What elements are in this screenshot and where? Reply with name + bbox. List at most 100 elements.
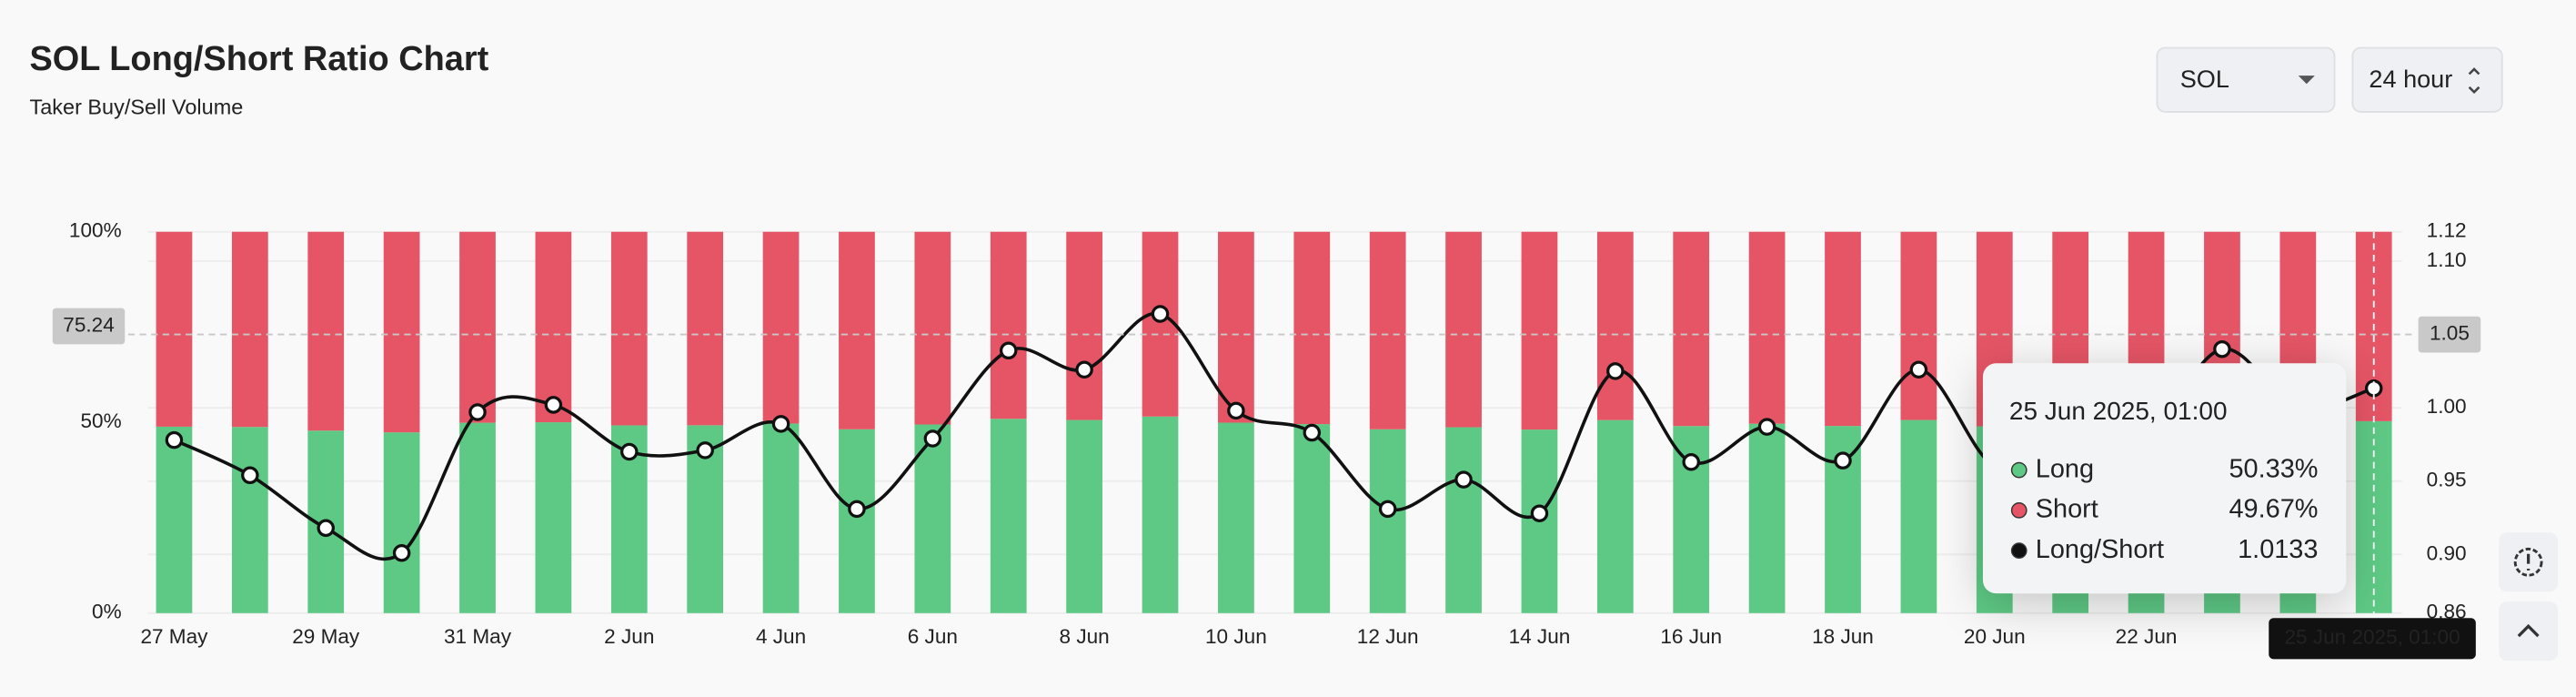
bar-segment bbox=[1142, 231, 1179, 417]
ratio-point bbox=[317, 519, 335, 538]
crosshair-y2-label: 1.05 bbox=[2430, 322, 2470, 345]
tooltip-value: 1.0133 bbox=[2238, 535, 2318, 564]
select-box[interactable] bbox=[2351, 46, 2503, 113]
select-arrow bbox=[2468, 67, 2480, 95]
bar-segment bbox=[1748, 231, 1786, 424]
ratio-point bbox=[544, 396, 563, 414]
ratio-point bbox=[1909, 360, 1928, 379]
x-tick-label: 2 Jun bbox=[604, 625, 654, 648]
ratio-point bbox=[165, 430, 184, 450]
bar-segment bbox=[839, 231, 875, 429]
bar-segment bbox=[231, 427, 268, 613]
y-tick-label: 0% bbox=[92, 601, 122, 623]
bar-segment bbox=[1218, 422, 1254, 613]
select-arrow bbox=[2298, 76, 2315, 85]
ratio-point bbox=[1151, 305, 1170, 323]
tooltip-box bbox=[1982, 363, 2347, 594]
bar-segment bbox=[307, 231, 345, 431]
bar-segment bbox=[1445, 231, 1482, 428]
ratio-point bbox=[1303, 423, 1322, 442]
x-tick-label: 16 Jun bbox=[1660, 625, 1722, 648]
ratio-point bbox=[1682, 453, 1700, 471]
select-text[interactable]: SOL bbox=[2180, 65, 2229, 93]
ratio-point bbox=[1530, 504, 1549, 522]
bar-segment bbox=[1748, 423, 1786, 613]
ratio-point bbox=[999, 341, 1018, 360]
bar-segment bbox=[1218, 231, 1254, 423]
bar-segment bbox=[1293, 424, 1331, 613]
y-tick-label: 100% bbox=[69, 219, 122, 242]
ratio-point bbox=[620, 442, 639, 461]
bar-segment bbox=[383, 231, 420, 433]
bar-segment bbox=[1900, 231, 1937, 420]
ratio-point bbox=[1378, 500, 1397, 519]
symbol-select[interactable]: SOL bbox=[2156, 46, 2336, 113]
bar-segment bbox=[990, 419, 1027, 613]
tooltip-name: Long bbox=[2036, 454, 2094, 483]
y2-tick-label: 0.90 bbox=[2427, 541, 2467, 564]
x-tick-label: 31 May bbox=[444, 625, 512, 648]
icon bbox=[2513, 547, 2543, 577]
button[interactable] bbox=[2499, 601, 2559, 662]
ratio-point bbox=[2213, 339, 2231, 359]
bar-segment bbox=[1521, 231, 1558, 430]
bar-segment bbox=[1596, 231, 1634, 420]
ratio-point bbox=[1834, 451, 1852, 470]
bar-segment bbox=[156, 426, 193, 613]
ratio-point bbox=[241, 466, 259, 485]
bar-segment bbox=[1445, 427, 1482, 613]
scroll-top-button[interactable] bbox=[2499, 601, 2559, 662]
crosshair-label-box bbox=[2418, 316, 2481, 353]
plot-area: 0.860.900.951.001.101.120%50%100%27 May 2… bbox=[52, 219, 2481, 660]
ratio-point bbox=[1606, 362, 1625, 380]
x-tick-label: 27 May bbox=[140, 625, 208, 648]
x-tick-label: 8 Jun bbox=[1060, 625, 1110, 648]
chart-subtitle: Taker Buy/Sell Volume bbox=[30, 96, 244, 119]
select-text[interactable]: 24 hour bbox=[2369, 65, 2452, 93]
bar-segment bbox=[762, 423, 800, 613]
bar-segment bbox=[459, 422, 496, 613]
y2-tick-label: 1.10 bbox=[2427, 248, 2467, 271]
ratio-point bbox=[696, 441, 714, 460]
x-tick-label: 4 Jun bbox=[756, 625, 806, 648]
ratio-point bbox=[848, 500, 866, 519]
bar-segment bbox=[1596, 419, 1634, 613]
bar-segment bbox=[535, 231, 572, 423]
crosshair-label-box bbox=[52, 308, 126, 345]
bar-segment bbox=[762, 231, 800, 424]
bar-segment bbox=[1369, 429, 1406, 613]
y2-tick-label: 1.12 bbox=[2427, 219, 2467, 242]
bar-segment bbox=[1066, 231, 1102, 420]
tooltip-swatch bbox=[2010, 542, 2028, 560]
bar-segment bbox=[1900, 419, 1937, 613]
x-tick-label: 12 Jun bbox=[1357, 625, 1419, 648]
bar-segment bbox=[1369, 231, 1406, 429]
report-button[interactable] bbox=[2499, 532, 2559, 592]
tooltip-swatch bbox=[2010, 502, 2028, 519]
bar-segment bbox=[1066, 419, 1102, 613]
bar-segment bbox=[839, 429, 875, 613]
bar-segment bbox=[535, 422, 572, 613]
select-box[interactable] bbox=[2156, 46, 2336, 113]
ratio-point bbox=[1454, 470, 1473, 489]
ratio-point bbox=[771, 415, 790, 433]
bar-segment bbox=[156, 231, 193, 427]
y2-tick-label: 0.95 bbox=[2427, 469, 2467, 491]
x-tick-label: 29 May bbox=[292, 625, 360, 648]
x-tick-label: 10 Jun bbox=[1205, 625, 1267, 648]
x-tick-label: 18 Jun bbox=[1812, 625, 1874, 648]
x-tick-label: 14 Jun bbox=[1509, 625, 1571, 648]
ratio-point bbox=[392, 543, 411, 562]
bar-segment bbox=[687, 231, 724, 426]
bar-segment bbox=[914, 231, 951, 425]
bar-segment bbox=[383, 432, 420, 613]
interval-select[interactable]: 24 hour bbox=[2351, 46, 2503, 113]
bar-segment bbox=[459, 231, 496, 423]
bar-segment bbox=[1673, 231, 1710, 427]
ratio-point bbox=[468, 403, 487, 421]
crosshair-x-label: 25 Jun 2025, 01:00 bbox=[2284, 626, 2460, 649]
tooltip: 25 Jun 2025, 01:00 Long 50.33% Short 49.67% L… bbox=[1982, 363, 2347, 594]
x-tick-label: 20 Jun bbox=[1964, 625, 2026, 648]
